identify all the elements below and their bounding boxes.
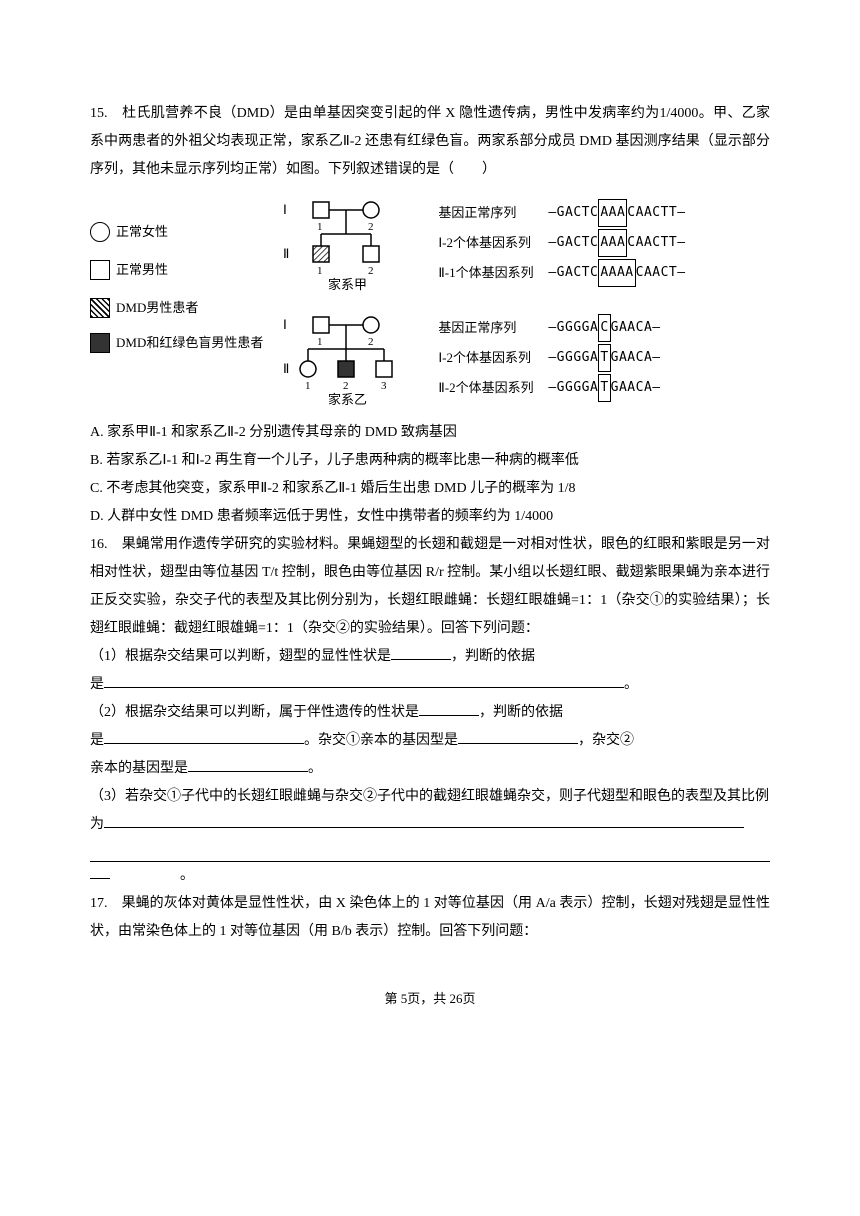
q16-sub2-line3: 亲本的基因型是。 [90, 755, 770, 783]
solid-square-icon [90, 333, 110, 353]
svg-text:1: 1 [317, 336, 323, 348]
pedigree-b: Ⅰ 1 2 Ⅱ 1 [278, 309, 418, 409]
svg-text:2: 2 [343, 380, 349, 392]
q16-sub1-line2: 是。 [90, 671, 770, 699]
hatch-square-icon [90, 298, 110, 318]
q16-sub2-line2: 是。杂交①亲本的基因型是，杂交② [90, 727, 770, 755]
q15-option-b: B. 若家系乙Ⅰ-1 和Ⅰ-2 再生育一个儿子，儿子患两种病的概率比患一种病的概… [90, 447, 770, 475]
legend-normal-female: 正常女性 [90, 219, 263, 245]
legend-normal-male: 正常男性 [90, 257, 263, 283]
q16-sub3-line2: 为 [90, 811, 770, 839]
q15-option-a: A. 家系甲Ⅱ-1 和家系乙Ⅱ-2 分别遗传其母亲的 DMD 致病基因 [90, 419, 770, 447]
q15-option-c: C. 不考虑其他突变，家系甲Ⅱ-2 和家系乙Ⅱ-1 婚后生出患 DMD 儿子的概… [90, 475, 770, 503]
q16-intro: 16. 果蝇常用作遗传学研究的实验材料。果蝇翅型的长翅和截翅是一对相对性状，眼色… [90, 531, 770, 643]
q15-figure: 正常女性 正常男性 DMD男性患者 DMD和红绿色盲男性患者 [90, 194, 770, 409]
pedigree-a: Ⅰ 1 2 Ⅱ 1 [278, 194, 418, 294]
legend-dmd-male: DMD男性患者 [90, 295, 263, 321]
seq-a: 基因正常序列—GACTCAAACAACTT— Ⅰ-2个体基因系列—GACTCAA… [438, 194, 685, 287]
svg-text:Ⅰ: Ⅰ [283, 317, 287, 332]
svg-text:2: 2 [368, 221, 374, 233]
legend-label: DMD和红绿色盲男性患者 [116, 335, 263, 351]
legend-label: 正常女性 [116, 219, 168, 245]
svg-text:1: 1 [305, 380, 311, 392]
q16-sub3-end: 。 [90, 862, 770, 890]
q16-blank-line [90, 839, 770, 862]
q16-sub2: （2）根据杂交结果可以判断，属于伴性遗传的性状是，判断的依据 [90, 699, 770, 727]
q17-intro: 17. 果蝇的灰体对黄体是显性性状，由 X 染色体上的 1 对等位基因（用 A/… [90, 890, 770, 946]
svg-text:1: 1 [317, 221, 323, 233]
family-b-block: Ⅰ 1 2 Ⅱ 1 [278, 309, 685, 409]
svg-text:2: 2 [368, 336, 374, 348]
legend: 正常女性 正常男性 DMD男性患者 DMD和红绿色盲男性患者 [90, 194, 263, 353]
page-footer: 第 5页，共 26页 [90, 986, 770, 1012]
q16-sub1: （1）根据杂交结果可以判断，翅型的显性性状是，判断的依据 [90, 643, 770, 671]
q15-intro: 15. 杜氏肌营养不良（DMD）是由单基因突变引起的伴 X 隐性遗传病，男性中发… [90, 100, 770, 184]
family-a-block: Ⅰ 1 2 Ⅱ 1 [278, 194, 685, 294]
svg-text:Ⅰ: Ⅰ [283, 202, 287, 217]
q16-sub3: （3）若杂交①子代中的长翅红眼雌蝇与杂交②子代中的截翅红眼雄蝇杂交，则子代翅型和… [90, 783, 770, 811]
legend-label: 正常男性 [116, 257, 168, 283]
svg-text:Ⅱ: Ⅱ [283, 246, 289, 261]
svg-text:家系甲: 家系甲 [328, 277, 367, 292]
seq-b: 基因正常序列—GGGGACGAACA— Ⅰ-2个体基因系列—GGGGATGAAC… [438, 309, 660, 402]
svg-text:2: 2 [368, 265, 374, 277]
svg-text:家系乙: 家系乙 [328, 392, 367, 407]
svg-text:3: 3 [381, 380, 387, 392]
svg-text:1: 1 [317, 265, 323, 277]
legend-dmd-cb-male: DMD和红绿色盲男性患者 [90, 333, 263, 353]
circle-icon [90, 222, 110, 242]
q15-option-d: D. 人群中女性 DMD 患者频率远低于男性，女性中携带者的频率约为 1/400… [90, 503, 770, 531]
square-icon [90, 260, 110, 280]
svg-text:Ⅱ: Ⅱ [283, 361, 289, 376]
legend-label: DMD男性患者 [116, 295, 198, 321]
